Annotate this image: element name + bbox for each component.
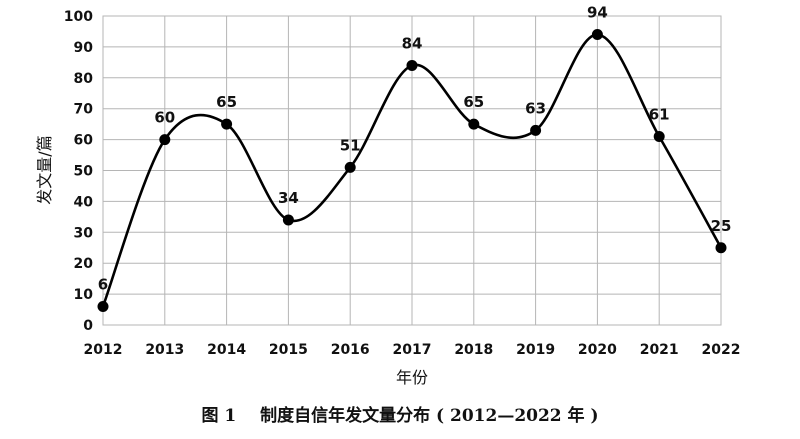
- figure-number: 图 1: [201, 406, 236, 426]
- x-tick-label: 2017: [393, 342, 432, 358]
- y-tick-label: 10: [74, 287, 94, 303]
- x-tick-label: 2018: [454, 342, 493, 358]
- data-points: [97, 29, 727, 312]
- data-label: 6: [98, 275, 108, 293]
- plot-frame: [102, 15, 722, 326]
- x-tick-label: 2015: [269, 342, 308, 358]
- figure-range: ( 2012—2022 年 ): [436, 405, 598, 426]
- y-tick-label: 70: [74, 102, 94, 118]
- y-axis-title: 发文量/篇: [35, 135, 54, 204]
- y-tick-label: 20: [74, 256, 94, 272]
- x-tick-label: 2022: [702, 342, 741, 358]
- data-point: [406, 59, 418, 71]
- y-tick-label: 40: [74, 194, 94, 210]
- y-tick-label: 90: [74, 40, 94, 56]
- y-tick-labels: 0 10 20 30 40 50 60 70 80 90 100: [64, 9, 93, 334]
- y-tick-label: 80: [74, 71, 94, 87]
- y-tick-label: 0: [83, 318, 93, 334]
- x-axis-title: 年份: [396, 368, 428, 387]
- x-tick-label: 2013: [145, 342, 184, 358]
- data-label: 25: [711, 217, 732, 235]
- data-point: [159, 134, 171, 146]
- data-label: 65: [463, 93, 484, 111]
- y-tick-label: 60: [74, 133, 94, 149]
- data-point: [221, 118, 233, 130]
- data-label: 63: [525, 99, 546, 117]
- data-point: [97, 300, 109, 312]
- y-tick-label: 50: [74, 164, 94, 180]
- data-point: [591, 29, 603, 41]
- data-point: [344, 161, 356, 173]
- x-tick-label: 2020: [578, 342, 617, 358]
- data-label: 61: [649, 106, 670, 124]
- figure-title: 制度自信年发文量分布: [260, 405, 430, 426]
- data-label: 84: [402, 34, 423, 52]
- x-tick-label: 2016: [331, 342, 370, 358]
- data-point: [468, 118, 480, 130]
- data-label: 34: [278, 189, 299, 207]
- x-tick-label: 2014: [207, 342, 246, 358]
- figure-caption: 图 1 制度自信年发文量分布 ( 2012—2022 年 ): [201, 405, 598, 426]
- x-tick-label: 2019: [516, 342, 555, 358]
- data-point: [282, 214, 294, 226]
- x-tick-labels: 2012 2013 2014 2015 2016 2017 2018 2019 2020 2021…: [84, 342, 741, 358]
- y-tick-label: 30: [74, 225, 94, 241]
- data-label: 94: [587, 4, 608, 22]
- x-tick-label: 2012: [84, 342, 123, 358]
- data-label: 65: [216, 93, 237, 111]
- data-point: [653, 131, 665, 143]
- data-point: [530, 124, 542, 136]
- y-tick-label: 100: [64, 9, 93, 25]
- data-label: 60: [154, 109, 175, 127]
- data-label: 51: [340, 136, 361, 154]
- x-tick-label: 2021: [640, 342, 679, 358]
- data-labels: 6 60 65 34 51 84 65 63 94 61 25: [98, 4, 732, 294]
- data-point: [715, 242, 727, 254]
